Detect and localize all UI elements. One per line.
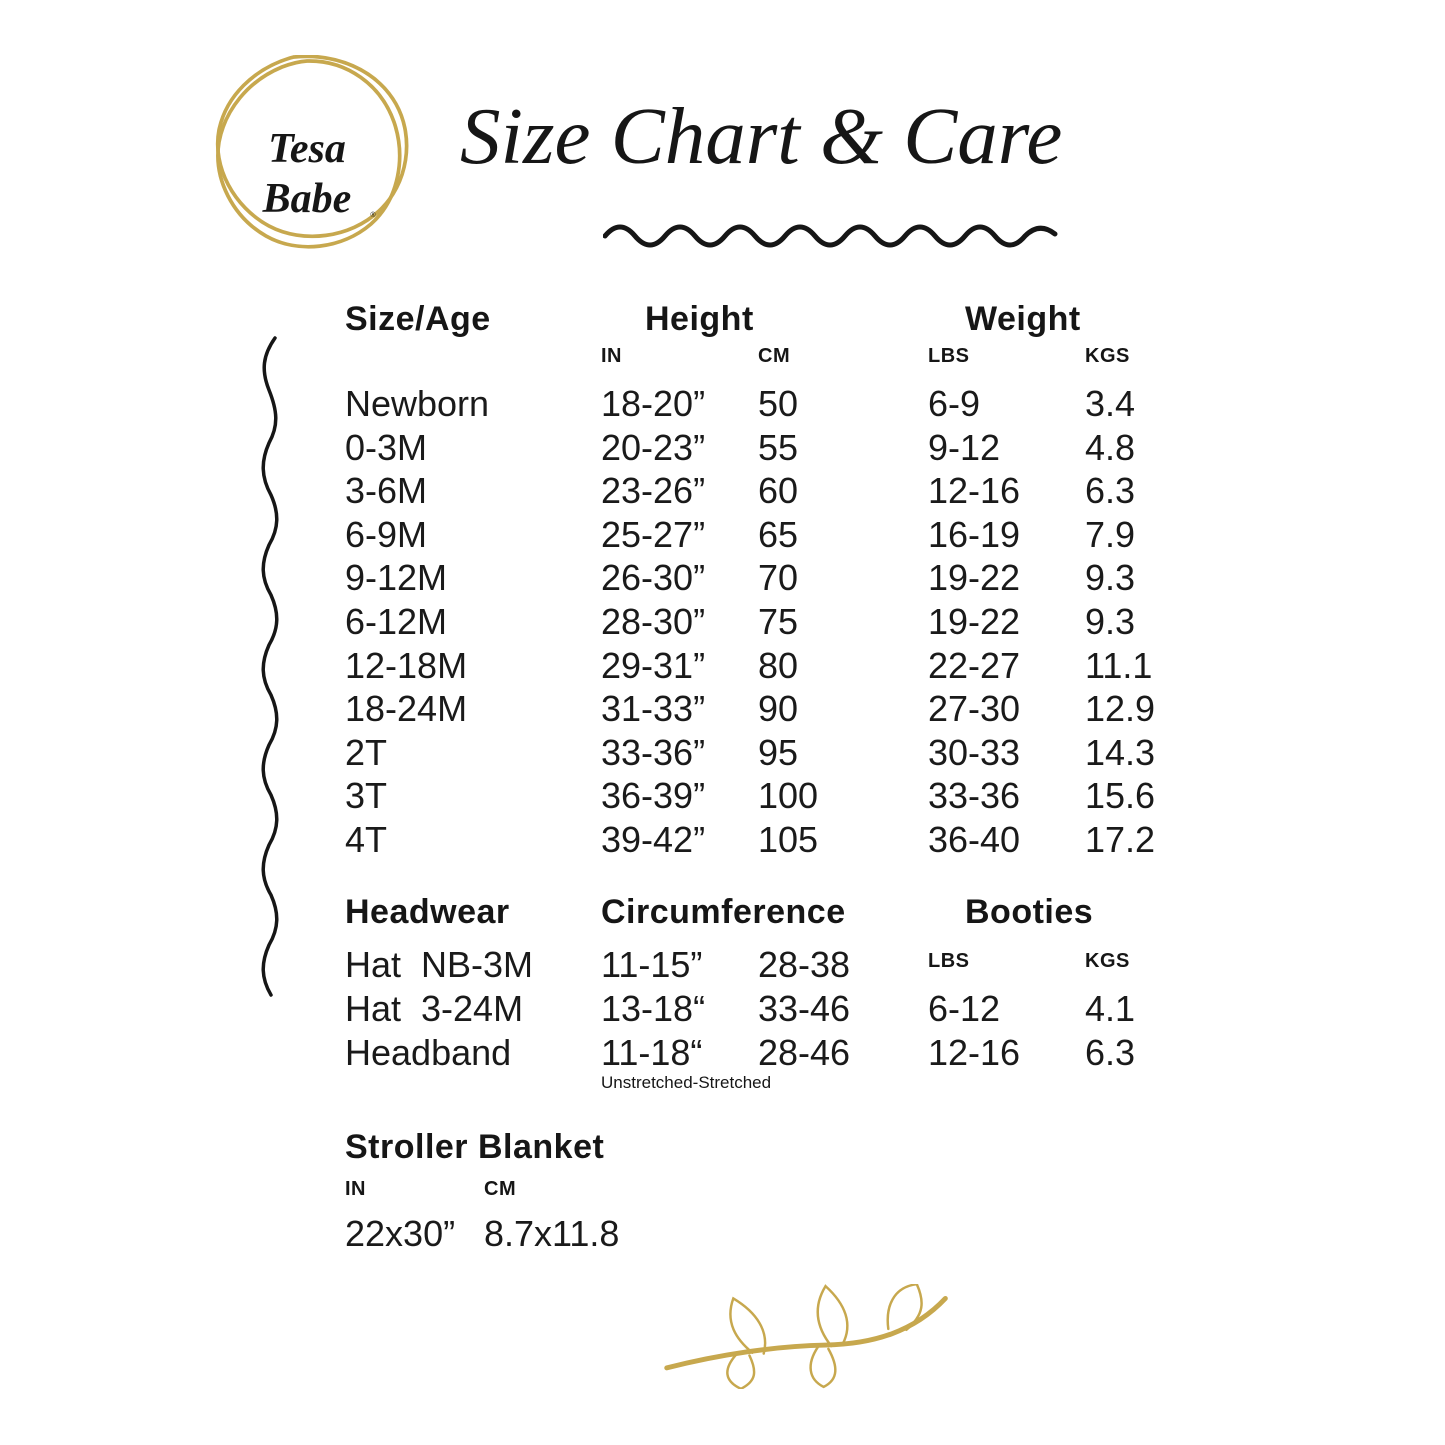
svg-text:Tesa: Tesa	[268, 126, 346, 172]
svg-text:Babe: Babe	[262, 176, 352, 222]
svg-text:Size Chart & Care: Size Chart & Care	[460, 91, 1062, 181]
svg-text:®: ®	[370, 211, 376, 219]
